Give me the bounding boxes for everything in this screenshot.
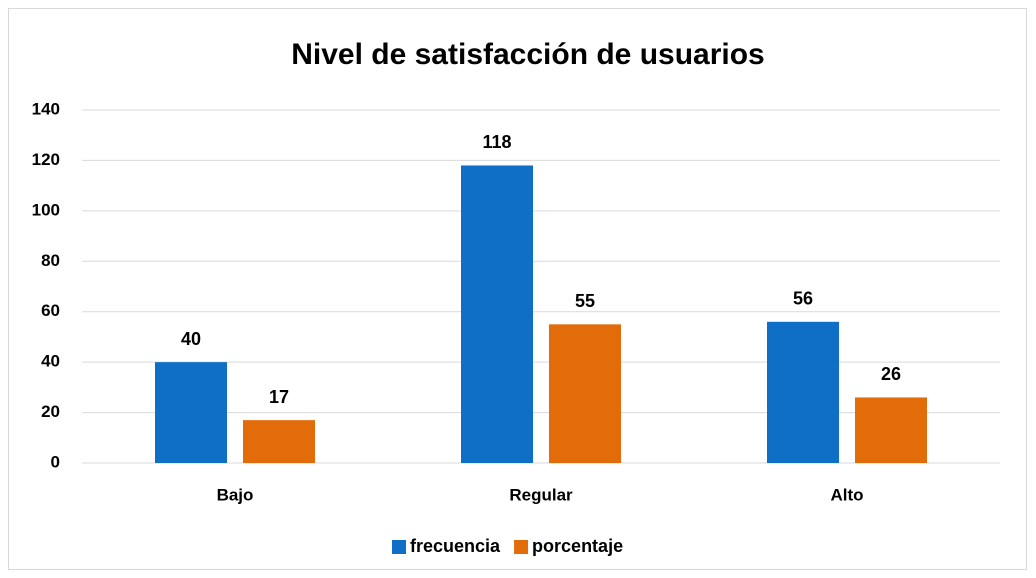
y-tick-label: 80 [41, 251, 60, 270]
bar [155, 362, 227, 463]
data-label: 40 [181, 329, 201, 349]
data-label: 56 [793, 289, 813, 309]
y-tick-label: 100 [32, 200, 60, 219]
chart-title: Nivel de satisfacción de usuarios [291, 38, 765, 71]
y-tick-label: 120 [32, 150, 60, 169]
data-label: 55 [575, 291, 595, 311]
data-label: 17 [269, 387, 289, 407]
legend-label: porcentaje [532, 536, 623, 556]
legend-label: frecuencia [410, 536, 501, 556]
legend-swatch [392, 540, 406, 554]
legend-swatch [514, 540, 529, 554]
y-tick-label: 140 [32, 99, 60, 118]
bar [243, 420, 315, 463]
bar [461, 165, 533, 463]
data-label: 118 [482, 132, 511, 152]
y-tick-label: 20 [41, 402, 60, 421]
bar [767, 321, 839, 463]
y-tick-label: 60 [41, 301, 60, 320]
x-tick-label: Alto [830, 485, 863, 504]
y-tick-label: 0 [51, 452, 60, 471]
x-tick-label: Regular [509, 485, 573, 504]
bar [855, 397, 927, 463]
x-tick-label: Bajo [217, 485, 254, 504]
y-tick-label: 40 [41, 352, 60, 371]
data-label: 26 [881, 364, 901, 384]
bar [549, 324, 621, 463]
